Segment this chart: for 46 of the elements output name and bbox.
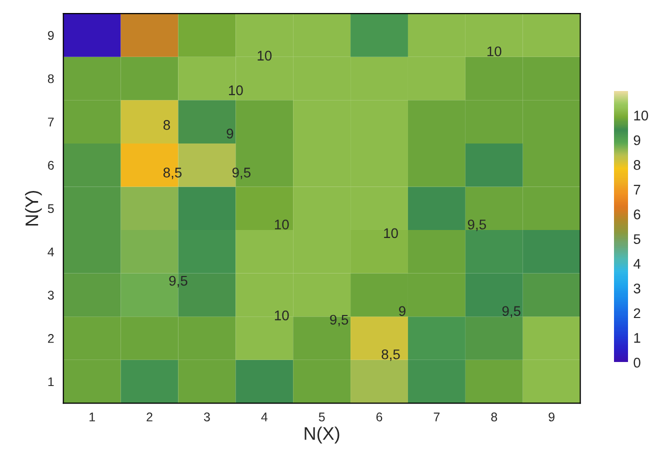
y-tick-label: 6 (48, 160, 54, 170)
annotation: 9,5 (169, 276, 188, 288)
color-bar-label: 5 (634, 234, 640, 244)
y-tick-label: 8 (48, 74, 54, 84)
annotation: 10 (274, 220, 289, 230)
color-bar-label: 1 (634, 333, 640, 343)
x-tick-label: 8 (491, 412, 498, 422)
annotation: 10 (229, 85, 243, 96)
color-bar-label: 2 (634, 308, 640, 318)
annotation: 8 (163, 120, 170, 130)
annotation: 8,5 (163, 168, 182, 180)
color-bar-label: 0 (634, 358, 640, 368)
y-tick-label: 2 (48, 334, 54, 343)
annotation: 8,5 (382, 349, 400, 361)
y-tick-label: 3 (48, 290, 54, 300)
y-tick-label: 1 (48, 377, 54, 386)
x-axis-title: N(X) (304, 426, 340, 444)
annotation: 9,5 (468, 220, 486, 232)
annotation: 10 (274, 310, 289, 320)
y-tick-label: 4 (48, 248, 54, 256)
color-bar-label: 7 (634, 184, 640, 194)
annotation: 9 (399, 306, 406, 316)
color-bar-label: 9 (634, 135, 640, 146)
y-tick-label: 7 (48, 118, 54, 126)
annotation: 10 (384, 228, 398, 238)
x-tick-label: 5 (318, 412, 325, 422)
x-tick-label: 1 (90, 412, 95, 422)
annotation: 10 (258, 50, 272, 61)
annotation: 9,5 (330, 314, 348, 326)
x-tick-label: 9 (548, 412, 554, 422)
color-bar-label: 3 (634, 284, 640, 294)
y-tick-label: 5 (48, 204, 54, 214)
annotation: 9 (226, 128, 234, 139)
y-tick-label: 9 (48, 31, 54, 40)
annotation: 10 (487, 46, 502, 56)
x-tick-label: 6 (376, 412, 382, 422)
x-tick-label: 3 (204, 412, 210, 422)
color-bar-label: 10 (634, 110, 648, 120)
x-tick-label: 2 (146, 412, 152, 422)
x-tick-label: 7 (434, 412, 440, 422)
annotation: 9,5 (502, 306, 520, 318)
color-bar-label: 4 (633, 259, 640, 269)
color-bar-label: 6 (634, 209, 640, 220)
color-bar-label: 8 (634, 160, 640, 170)
y-axis-title: N(Y) (25, 190, 42, 226)
x-tick-label: 4 (261, 412, 268, 422)
